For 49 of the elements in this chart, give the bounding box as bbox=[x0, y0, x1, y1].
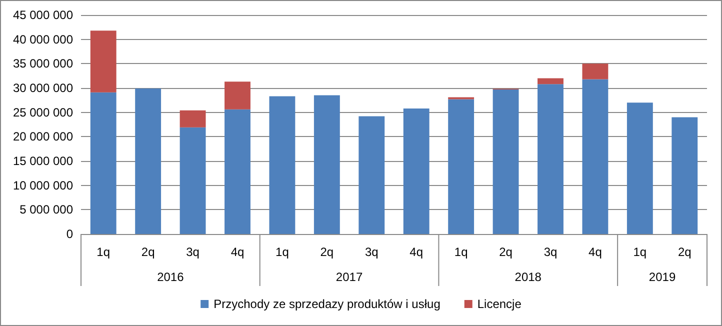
x-tick-label: 4q bbox=[410, 245, 424, 259]
bar bbox=[180, 127, 206, 234]
x-tick-label: 4q bbox=[230, 245, 244, 259]
y-tick-label: 5 000 000 bbox=[20, 202, 74, 217]
y-tick-label: 45 000 000 bbox=[12, 8, 74, 22]
bar bbox=[90, 92, 116, 234]
bar bbox=[358, 116, 385, 234]
bar bbox=[180, 110, 206, 128]
x-tick-label: 2q bbox=[141, 245, 155, 259]
bar bbox=[403, 108, 430, 234]
x-tick-label: 3q bbox=[364, 245, 378, 259]
legend-label: Licencje bbox=[477, 297, 522, 311]
x-tick-label: 4q bbox=[588, 245, 602, 259]
x-tick-label: 1q bbox=[454, 245, 468, 259]
bar bbox=[224, 82, 250, 110]
bar bbox=[538, 78, 564, 84]
y-tick-label: 25 000 000 bbox=[12, 105, 74, 120]
bar bbox=[582, 79, 608, 234]
y-tick-label: 30 000 000 bbox=[12, 81, 74, 95]
y-tick-label: 15 000 000 bbox=[12, 154, 74, 168]
legend-label: Przychody ze sprzedazy produktów i usług bbox=[214, 297, 440, 311]
text: 2018 bbox=[514, 270, 542, 284]
bar bbox=[582, 64, 608, 80]
bar bbox=[672, 117, 698, 234]
x-tick-label: 2q bbox=[499, 245, 512, 259]
bar bbox=[90, 30, 116, 92]
bar bbox=[448, 99, 474, 234]
text: 2016 bbox=[157, 270, 184, 284]
text: 2019 bbox=[648, 270, 676, 284]
bar bbox=[269, 96, 296, 234]
y-tick-label: 10 000 000 bbox=[12, 178, 74, 192]
y-tick-label: 0 bbox=[66, 227, 74, 241]
x-tick-label: 1q bbox=[96, 245, 110, 259]
x-tick-label: 2q bbox=[320, 245, 334, 259]
bar bbox=[492, 89, 519, 234]
bar bbox=[314, 95, 340, 234]
bar bbox=[626, 102, 653, 234]
x-tick-label: 1q bbox=[276, 245, 289, 259]
x-tick-label: 2q bbox=[678, 245, 692, 259]
x-tick-label: 3q bbox=[544, 245, 558, 259]
x-tick-label: 3q bbox=[186, 245, 200, 259]
y-tick-label: 20 000 000 bbox=[12, 130, 74, 144]
bar bbox=[135, 88, 162, 234]
x-tick-label: 1q bbox=[633, 245, 647, 259]
bar bbox=[224, 109, 250, 234]
bar bbox=[538, 84, 564, 234]
y-tick-label: 40 000 000 bbox=[12, 32, 74, 46]
y-tick-label: 35 000 000 bbox=[12, 56, 74, 71]
text: 2017 bbox=[336, 270, 363, 284]
